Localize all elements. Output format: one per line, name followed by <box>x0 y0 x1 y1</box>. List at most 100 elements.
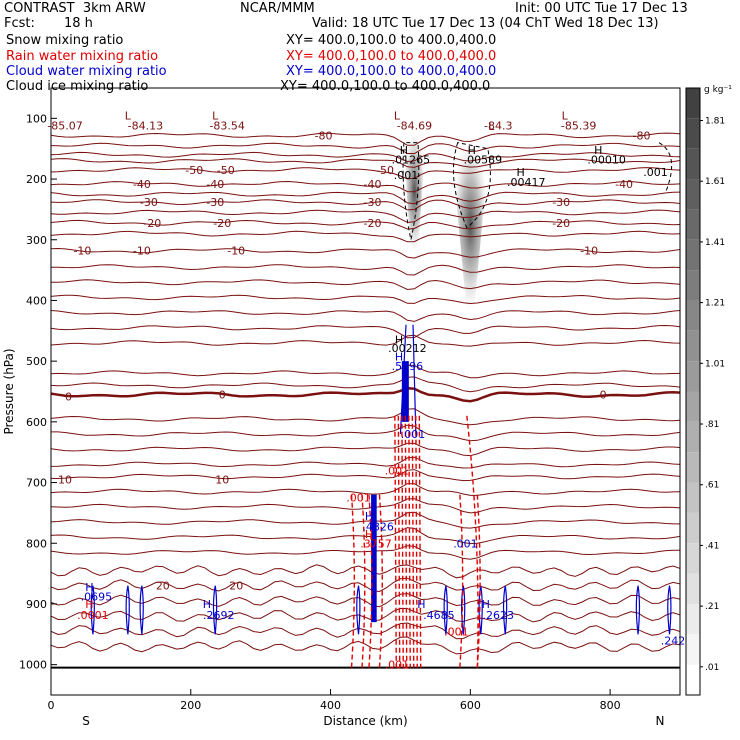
temp-contour-label: 0 <box>219 389 226 402</box>
snow-plume-2 <box>452 148 489 319</box>
temp-contour--30 <box>51 199 680 211</box>
contour-annotation: H <box>417 598 425 611</box>
contour-annotation: .00417 <box>507 176 546 189</box>
temp-contour-0 <box>51 386 680 403</box>
contour-annotation: H <box>203 598 211 611</box>
contour-annotation: H <box>395 333 403 346</box>
colorbar-swatch <box>686 664 700 695</box>
rain-contour <box>476 494 481 668</box>
colorbar-swatch <box>686 209 700 240</box>
rain-contour <box>361 494 366 668</box>
colorbar-label: .41 <box>705 541 719 551</box>
contour-annotation: .3757 <box>360 537 392 550</box>
field-xy-snow: XY= 400.0,100.0 to 400.0,400.0 <box>286 33 497 48</box>
temp-contour <box>51 527 680 545</box>
colorbar-swatch <box>686 148 700 180</box>
cloud-water-cell <box>125 585 130 635</box>
rain-contour <box>394 415 397 668</box>
colorbar-label: 1.01 <box>705 359 725 369</box>
temp-contour <box>51 483 680 496</box>
rain-contour <box>401 415 404 668</box>
field-xy-cloud-water: XY= 400.0,100.0 to 400.0,400.0 <box>286 64 497 79</box>
cloud-water-cell <box>443 585 448 635</box>
temp-contour--40 <box>51 180 680 193</box>
contour-annotation: H <box>85 581 93 594</box>
temp-contour <box>51 294 680 305</box>
x-axis-label: Distance (km) <box>323 714 407 728</box>
contour-annotation: .00010 <box>587 154 626 167</box>
contour-annotation: .4685 <box>423 609 455 622</box>
cloud-water-cell <box>667 585 672 635</box>
contour-annotation: .001 <box>346 492 371 505</box>
cloud-water-cell <box>212 585 218 635</box>
rain-contour <box>408 415 411 668</box>
temp-contour <box>51 142 680 154</box>
rain-contour <box>368 494 373 668</box>
contour-annotation: H <box>85 598 93 611</box>
temp-contour-label: -50 <box>185 164 203 177</box>
contour-annotation: L <box>394 109 401 122</box>
colorbar-label: .81 <box>705 420 719 430</box>
y-tick-label: 600 <box>26 416 47 429</box>
header-title-left: CONTRAST 3km ARW <box>4 1 146 16</box>
y-tick-label: 800 <box>26 537 47 550</box>
temp-contour <box>51 364 680 379</box>
contour-annotation: .001 <box>394 169 419 182</box>
colorbar-unit: g kg⁻¹ <box>704 85 732 95</box>
temp-contour-label: -20 <box>364 217 382 230</box>
header-fcst-label: Fcst: <box>4 16 35 31</box>
ice-contour-3 <box>658 142 673 192</box>
contour-annotation: .001 <box>444 625 469 638</box>
temp-contour-label: -30 <box>552 196 570 209</box>
y-tick-label: 1000 <box>19 659 47 672</box>
x-tick-label: 0 <box>48 699 55 712</box>
temp-contour-label: -83.54 <box>209 120 244 133</box>
colorbar-swatch <box>686 118 700 149</box>
colorbar-label: .01 <box>705 663 719 673</box>
temp-contour-label: -50 <box>376 164 394 177</box>
contour-annotation: .242 <box>661 634 686 647</box>
temp-contour-label: -10 <box>73 245 91 258</box>
contour-annotation: H <box>400 144 408 157</box>
contour-annotation: .00212 <box>388 342 427 355</box>
temp-contour-label: 10 <box>58 474 72 487</box>
colorbar-swatch <box>686 391 700 422</box>
temp-contour-label: -30 <box>364 196 382 209</box>
temp-contour-label: -10 <box>133 245 151 258</box>
colorbar-swatch <box>686 300 700 331</box>
colorbar-swatch <box>686 361 700 392</box>
temp-contour-label: 10 <box>215 474 229 487</box>
ice-contour-2 <box>453 142 491 229</box>
temp-contour <box>51 408 680 426</box>
temp-contour-label: -20 <box>213 217 231 230</box>
cloud-water-cell <box>478 585 483 635</box>
temp-contour-label: -84.13 <box>128 120 163 133</box>
y-axis-label: Pressure (hPa) <box>2 348 16 434</box>
colorbar-label: 1.21 <box>705 299 725 309</box>
colorbar-label: 1.81 <box>705 117 725 127</box>
temp-contour-label: 20 <box>229 580 243 593</box>
header-valid: Valid: 18 UTC Tue 17 Dec 13 (04 ChT Wed … <box>312 16 659 31</box>
colorbar-swatch <box>686 239 700 271</box>
temp-contour-label: -85.39 <box>561 120 596 133</box>
temp-contour <box>51 230 680 243</box>
contour-annotation: H <box>365 510 373 523</box>
field-name-cloud-water: Cloud water mixing ratio <box>6 64 167 79</box>
cloud-water-cell <box>356 585 361 635</box>
rain-contour <box>378 494 383 668</box>
temp-contour <box>51 191 680 205</box>
temp-contour <box>51 442 680 457</box>
colorbar-swatch <box>686 421 700 453</box>
rain-contour <box>397 415 401 668</box>
contour-annotation: H <box>468 144 476 157</box>
colorbar-label: .21 <box>705 602 719 612</box>
colorbar-swatch <box>686 634 700 665</box>
temp-contour--50 <box>51 167 680 180</box>
y-tick-label: 300 <box>26 234 47 247</box>
ice-contour-1 <box>402 142 420 240</box>
colorbar-swatch <box>686 88 700 119</box>
contour-annotation: .001 <box>401 428 426 441</box>
temp-contour-label: -84.69 <box>397 120 432 133</box>
temp-contour-label: -40 <box>133 178 151 191</box>
x-tick-label: 400 <box>320 699 341 712</box>
